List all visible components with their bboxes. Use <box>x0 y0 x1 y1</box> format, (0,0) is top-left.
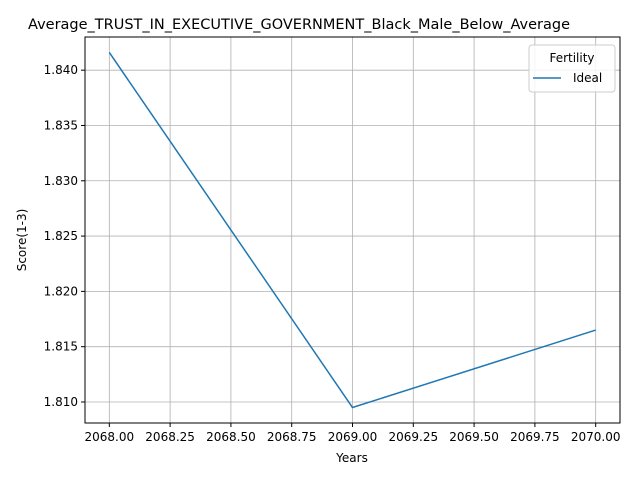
y-tick-label: 1.835 <box>44 118 78 132</box>
y-tick-label: 1.810 <box>44 395 78 409</box>
x-tick-label: 2069.00 <box>328 430 378 444</box>
legend-label-ideal: Ideal <box>573 71 602 85</box>
x-tick-label: 2069.50 <box>449 430 499 444</box>
grid <box>85 37 620 423</box>
y-tick-label: 1.825 <box>44 229 78 243</box>
x-tick-label: 2070.00 <box>571 430 621 444</box>
legend: Fertility Ideal <box>528 44 616 93</box>
x-tick-label: 2068.75 <box>267 430 317 444</box>
x-tick-label: 2069.75 <box>510 430 560 444</box>
y-tick-label: 1.820 <box>44 284 78 298</box>
x-tick-label: 2068.50 <box>206 430 256 444</box>
x-axis-label: Years <box>335 451 368 465</box>
x-tick-label: 2068.25 <box>145 430 195 444</box>
legend-box <box>528 44 616 93</box>
legend-title: Fertility <box>549 51 594 65</box>
x-tick-label: 2069.25 <box>388 430 438 444</box>
y-tick-label: 1.815 <box>44 340 78 354</box>
series-layer <box>108 52 596 409</box>
y-axis-label: Score(1-3) <box>15 209 29 272</box>
y-tick-label: 1.840 <box>44 63 78 77</box>
chart-title: Average_TRUST_IN_EXECUTIVE_GOVERNMENT_Bl… <box>28 17 570 33</box>
y-axis-ticks: 1.810 1.815 1.820 1.825 1.830 1.835 1.840 <box>44 63 85 409</box>
x-tick-label: 2068.00 <box>85 430 135 444</box>
x-axis-ticks: 2068.00 2068.25 2068.50 2068.75 2069.00 2069.… <box>85 423 621 444</box>
y-tick-label: 1.830 <box>44 174 78 188</box>
